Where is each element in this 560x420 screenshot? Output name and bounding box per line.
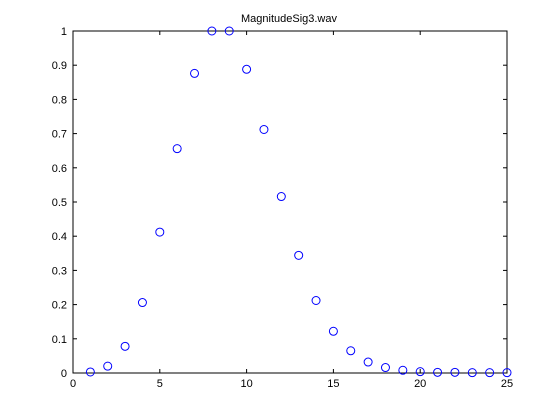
data-point: [363, 357, 373, 367]
y-axis: 0 0.1 0.2 0.3 0.4 0.5 0.6 0.7 0.8 0.9 1: [52, 26, 507, 380]
data-point: [311, 295, 321, 305]
data-point: [346, 346, 356, 356]
axes: [72, 30, 508, 374]
data-point: [485, 368, 495, 378]
data-point: [224, 26, 234, 36]
x-axis: 0 5 10 15 20 25: [70, 31, 513, 390]
x-tick-label: 15: [327, 378, 339, 390]
data-point: [398, 365, 408, 375]
data-point: [380, 363, 390, 373]
y-tick-label: 0.6: [52, 163, 67, 175]
data-point: [294, 250, 304, 260]
data-point: [85, 367, 95, 377]
data-point: [137, 298, 147, 308]
chart-title: MagnitudeSig3.wav: [241, 13, 338, 25]
data-point: [155, 227, 165, 237]
plot-area-frame: [72, 30, 508, 374]
data-point: [120, 341, 130, 351]
data-point: [190, 68, 200, 78]
x-tick-label: 20: [414, 378, 426, 390]
x-tick-label: 0: [70, 378, 76, 390]
data-point: [502, 368, 512, 378]
y-tick-label: 0.4: [52, 231, 67, 243]
data-series: [85, 26, 512, 378]
data-point: [242, 64, 252, 74]
data-point: [207, 26, 217, 36]
y-tick-label: 0.5: [52, 197, 67, 209]
data-point: [433, 367, 443, 377]
data-point: [172, 144, 182, 154]
y-tick-label: 0.8: [52, 94, 67, 106]
x-tick-label: 10: [240, 378, 252, 390]
data-point: [259, 124, 269, 134]
y-tick-label: 0.2: [52, 300, 67, 312]
data-point: [450, 367, 460, 377]
y-tick-label: 0: [61, 368, 67, 380]
y-tick-label: 1: [61, 26, 67, 38]
data-point: [276, 192, 286, 202]
x-tick-label: 5: [157, 378, 163, 390]
data-point: [328, 326, 338, 336]
y-tick-label: 0.9: [52, 60, 67, 72]
data-point: [415, 367, 425, 377]
x-tick-label: 25: [501, 378, 513, 390]
data-point: [103, 361, 113, 371]
y-tick-label: 0.7: [52, 129, 67, 141]
data-point: [467, 368, 477, 378]
y-tick-label: 0.3: [52, 265, 67, 277]
y-tick-label: 0.1: [52, 334, 67, 346]
